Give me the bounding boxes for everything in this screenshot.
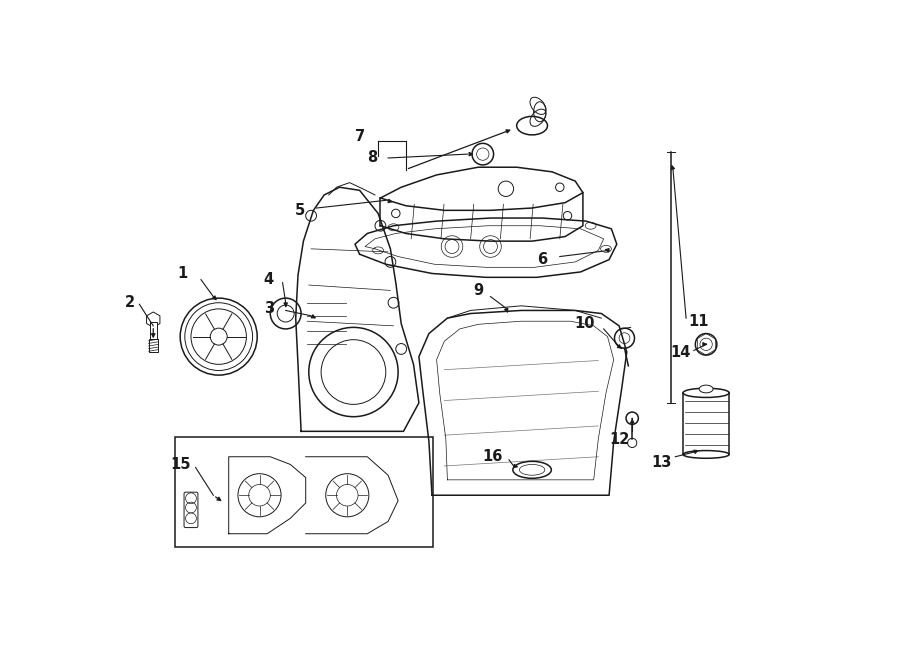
Text: 8: 8 xyxy=(367,150,378,166)
FancyBboxPatch shape xyxy=(149,322,157,339)
Text: 14: 14 xyxy=(670,344,691,359)
Ellipse shape xyxy=(683,388,729,397)
FancyBboxPatch shape xyxy=(148,339,157,352)
Text: 13: 13 xyxy=(652,455,671,469)
Text: 4: 4 xyxy=(264,272,274,287)
Ellipse shape xyxy=(513,461,552,479)
Ellipse shape xyxy=(699,385,713,393)
Text: 16: 16 xyxy=(482,449,502,464)
FancyBboxPatch shape xyxy=(184,492,198,528)
Text: 3: 3 xyxy=(264,301,274,316)
Text: 1: 1 xyxy=(177,266,187,281)
Text: 6: 6 xyxy=(537,252,547,267)
Text: 15: 15 xyxy=(170,457,191,472)
Text: 12: 12 xyxy=(609,432,629,447)
Text: 9: 9 xyxy=(473,283,483,298)
Text: 5: 5 xyxy=(294,203,305,218)
FancyBboxPatch shape xyxy=(175,438,433,547)
Text: 2: 2 xyxy=(125,295,135,310)
Ellipse shape xyxy=(683,451,729,458)
Text: 10: 10 xyxy=(574,316,595,331)
Text: 7: 7 xyxy=(355,129,365,144)
Text: 11: 11 xyxy=(688,314,708,329)
